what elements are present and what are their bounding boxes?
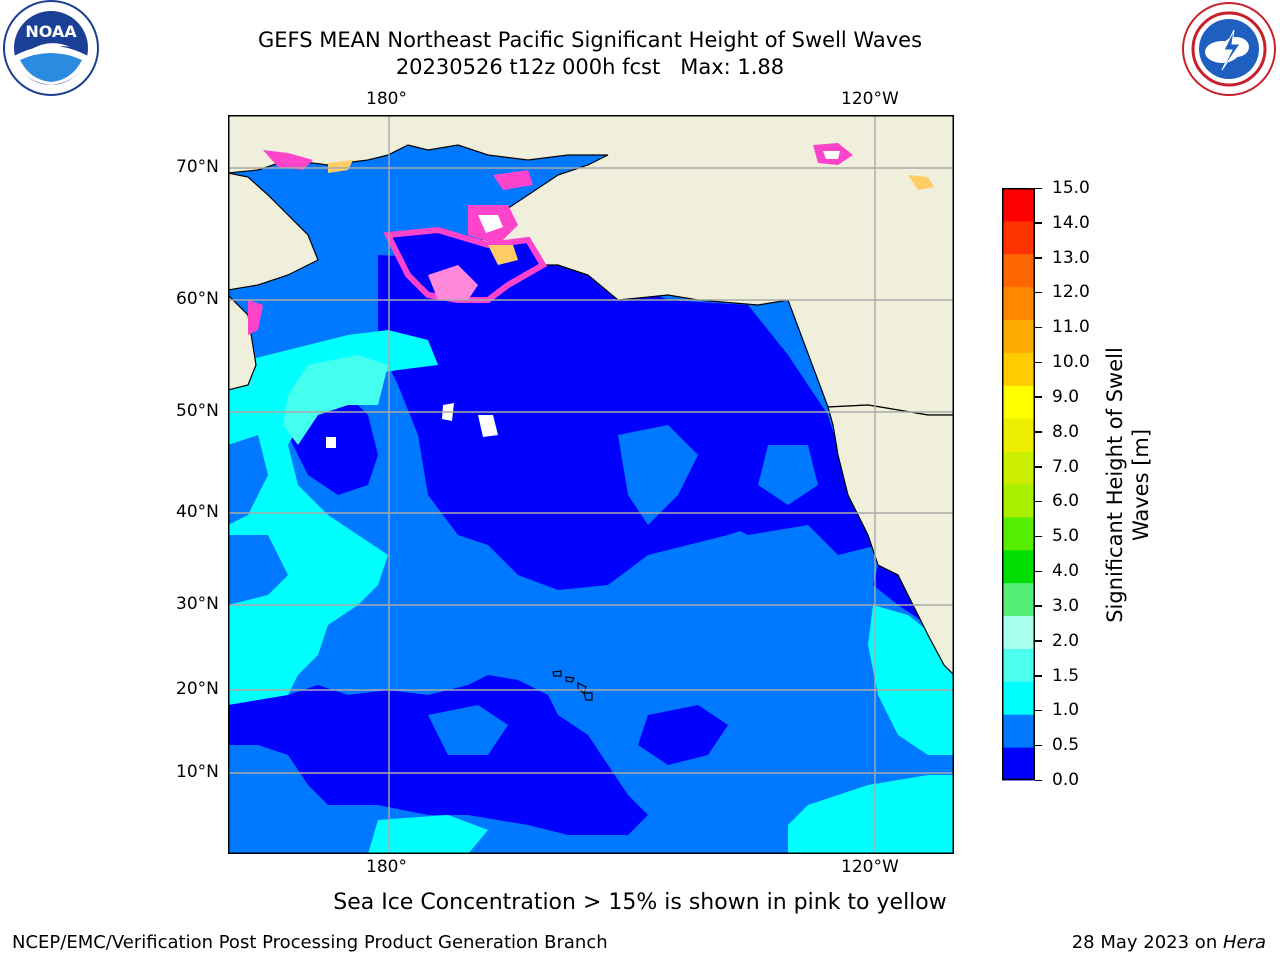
colorbar-tick-mark	[1035, 187, 1042, 189]
colorbar-tick-mark	[1035, 291, 1042, 294]
colorbar-tick-label: 6.0	[1052, 491, 1080, 512]
colorbar-segment	[1002, 549, 1035, 584]
lat-label-50n: 50°N	[176, 401, 219, 421]
colorbar-segment	[1002, 385, 1035, 419]
colorbar-tick-mark	[1035, 466, 1042, 468]
colorbar-segment	[1002, 681, 1035, 715]
colorbar-tick-label: 15.0	[1052, 178, 1090, 198]
map-title: GEFS MEAN Northeast Pacific Significant …	[257, 28, 923, 52]
colorbar-tick-mark	[1035, 535, 1042, 538]
map-gridlines	[228, 115, 954, 854]
colorbar-tick-mark	[1035, 396, 1042, 398]
colorbar-tick-mark	[1035, 779, 1042, 781]
ocean-map	[228, 115, 954, 854]
colorbar-segment	[1002, 352, 1035, 386]
colorbar-title: Significant Height of Swell Waves [m]	[1103, 347, 1153, 623]
svg-text:NOAA: NOAA	[25, 22, 77, 41]
colorbar-tick-label: 11.0	[1052, 317, 1090, 338]
colorbar-tick-mark	[1035, 709, 1042, 712]
noaa-logo-icon: NOAA	[3, 0, 99, 96]
lon-label-bottom-180: 180°	[366, 857, 407, 877]
colorbar-tick-label: 13.0	[1052, 247, 1090, 268]
colorbar-segment	[1002, 188, 1035, 222]
colorbar-tick-mark	[1035, 605, 1042, 607]
colorbar-segment	[1002, 484, 1035, 518]
colorbar-tick-label: 1.0	[1052, 700, 1080, 721]
colorbar-segment	[1002, 516, 1035, 551]
lon-label-bottom-120w: 120°W	[841, 857, 899, 877]
colorbar-tick-label: 0.0	[1052, 770, 1080, 790]
colorbar-tick-mark	[1035, 640, 1042, 642]
map-subtitle: 20230526 t12z 000h fcst Max: 1.88	[395, 55, 785, 79]
credit-text: NCEP/EMC/Verification Post Processing Pr…	[12, 932, 608, 953]
lat-label-40n: 40°N	[176, 502, 219, 522]
colorbar-segment	[1002, 451, 1035, 485]
colorbar-segment	[1002, 319, 1035, 353]
lat-label-20n: 20°N	[176, 679, 219, 699]
colorbar-segment	[1002, 714, 1035, 748]
colorbar-tick-mark	[1035, 361, 1042, 364]
colorbar-tick-mark	[1035, 744, 1042, 747]
run-date: 28 May 2023 on Hera	[1071, 932, 1266, 953]
colorbar-segment	[1002, 418, 1035, 452]
colorbar-tick-label: 1.5	[1052, 665, 1080, 686]
lat-label-70n: 70°N	[176, 157, 219, 177]
map-frame	[228, 115, 954, 854]
lon-label-top-120w: 120°W	[841, 89, 899, 109]
colorbar-segment	[1002, 253, 1035, 288]
colorbar-tick-label: 9.0	[1052, 386, 1080, 407]
colorbar-segment	[1002, 648, 1035, 682]
colorbar-tick-mark	[1035, 500, 1042, 503]
colorbar-tick-mark	[1035, 431, 1042, 433]
colorbar-segment	[1002, 286, 1035, 321]
colorbar-tick-mark	[1035, 257, 1042, 259]
host-name: Hera	[1222, 932, 1266, 953]
colorbar-segment	[1002, 220, 1035, 255]
lon-label-top-180: 180°	[366, 89, 407, 109]
colorbar-tick-label: 10.0	[1052, 352, 1090, 373]
colorbar-tick-label: 8.0	[1052, 421, 1080, 442]
lat-label-60n: 60°N	[176, 289, 219, 309]
colorbar-tick-label: 5.0	[1052, 526, 1080, 547]
colorbar-tick-label: 4.0	[1052, 561, 1080, 582]
colorbar-tick-mark	[1035, 675, 1042, 677]
colorbar-tick-mark	[1035, 326, 1042, 329]
colorbar-tick-label: 12.0	[1052, 282, 1090, 303]
colorbar-tick-label: 0.5	[1052, 735, 1080, 756]
colorbar-tick-label: 14.0	[1052, 212, 1090, 233]
sea-ice-note: Sea Ice Concentration > 15% is shown in …	[333, 890, 947, 915]
colorbar	[1002, 188, 1035, 781]
colorbar-segment	[1002, 615, 1035, 649]
colorbar-tick-mark	[1035, 222, 1042, 224]
colorbar-tick-label: 2.0	[1052, 630, 1080, 651]
colorbar-segment	[1002, 582, 1035, 617]
lat-label-30n: 30°N	[176, 594, 219, 614]
colorbar-tick-mark	[1035, 570, 1042, 573]
lat-label-10n: 10°N	[176, 762, 219, 782]
colorbar-segment	[1002, 747, 1035, 781]
colorbar-tick-label: 3.0	[1052, 595, 1080, 616]
nws-logo-icon	[1182, 2, 1276, 96]
colorbar-tick-label: 7.0	[1052, 456, 1080, 477]
